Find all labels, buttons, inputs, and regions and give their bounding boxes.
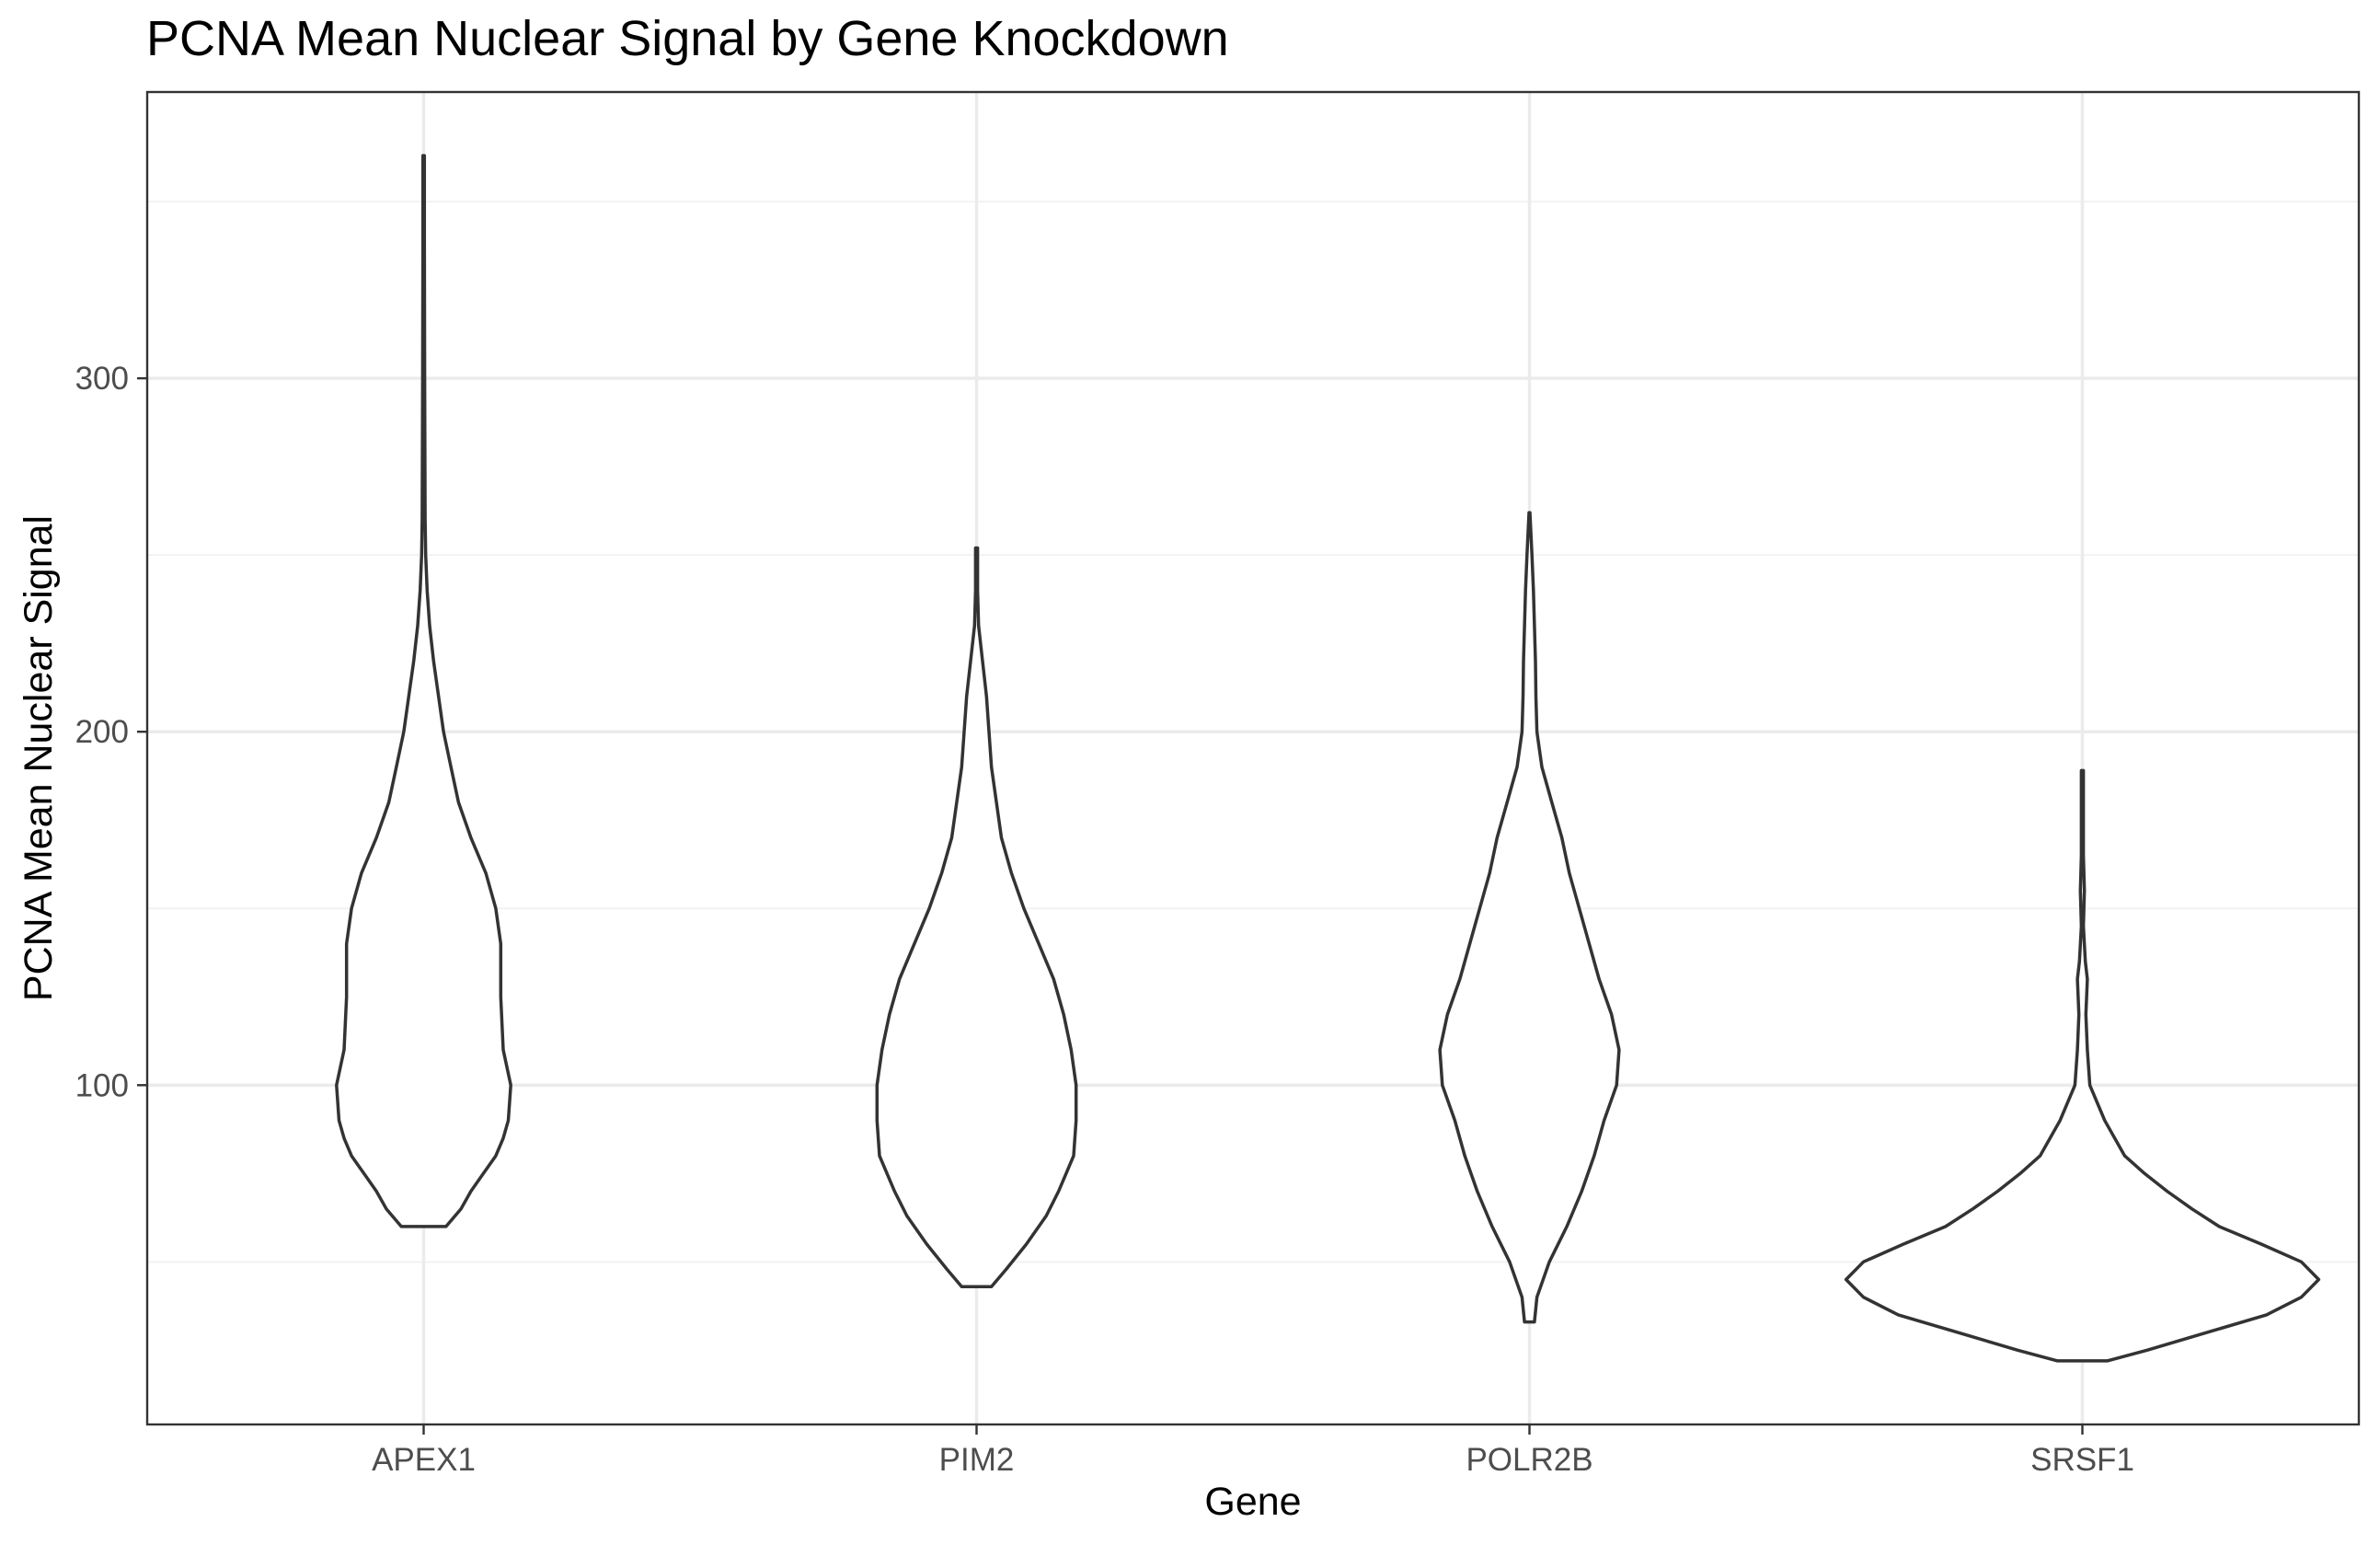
x-axis: APEX1 PIM2 POLR2B SRSF1 [372, 1424, 2134, 1478]
y-axis-title: PCNA Mean Nuclear Signal [17, 515, 61, 1001]
violin-apex1 [335, 154, 512, 1228]
chart-title: PCNA Mean Nuclear Signal by Gene Knockdo… [146, 11, 1229, 66]
violin-polr2b [1438, 511, 1621, 1324]
x-axis-title: Gene [1204, 1480, 1301, 1524]
x-tick-label-polr2b: POLR2B [1466, 1442, 1592, 1478]
y-tick-label: 100 [75, 1067, 129, 1103]
x-tick-label-srsf1: SRSF1 [2030, 1442, 2134, 1478]
x-tick-label-pim2: PIM2 [939, 1442, 1015, 1478]
panel-border [145, 90, 2361, 1426]
y-tick-label: 300 [75, 361, 129, 397]
violin-pim2 [875, 546, 1078, 1288]
x-tick-label-apex1: APEX1 [372, 1442, 476, 1478]
y-tick-label: 200 [75, 714, 129, 750]
y-axis: 100 200 300 [75, 361, 147, 1103]
violin-srsf1 [1844, 768, 2321, 1363]
violins [335, 154, 2321, 1363]
